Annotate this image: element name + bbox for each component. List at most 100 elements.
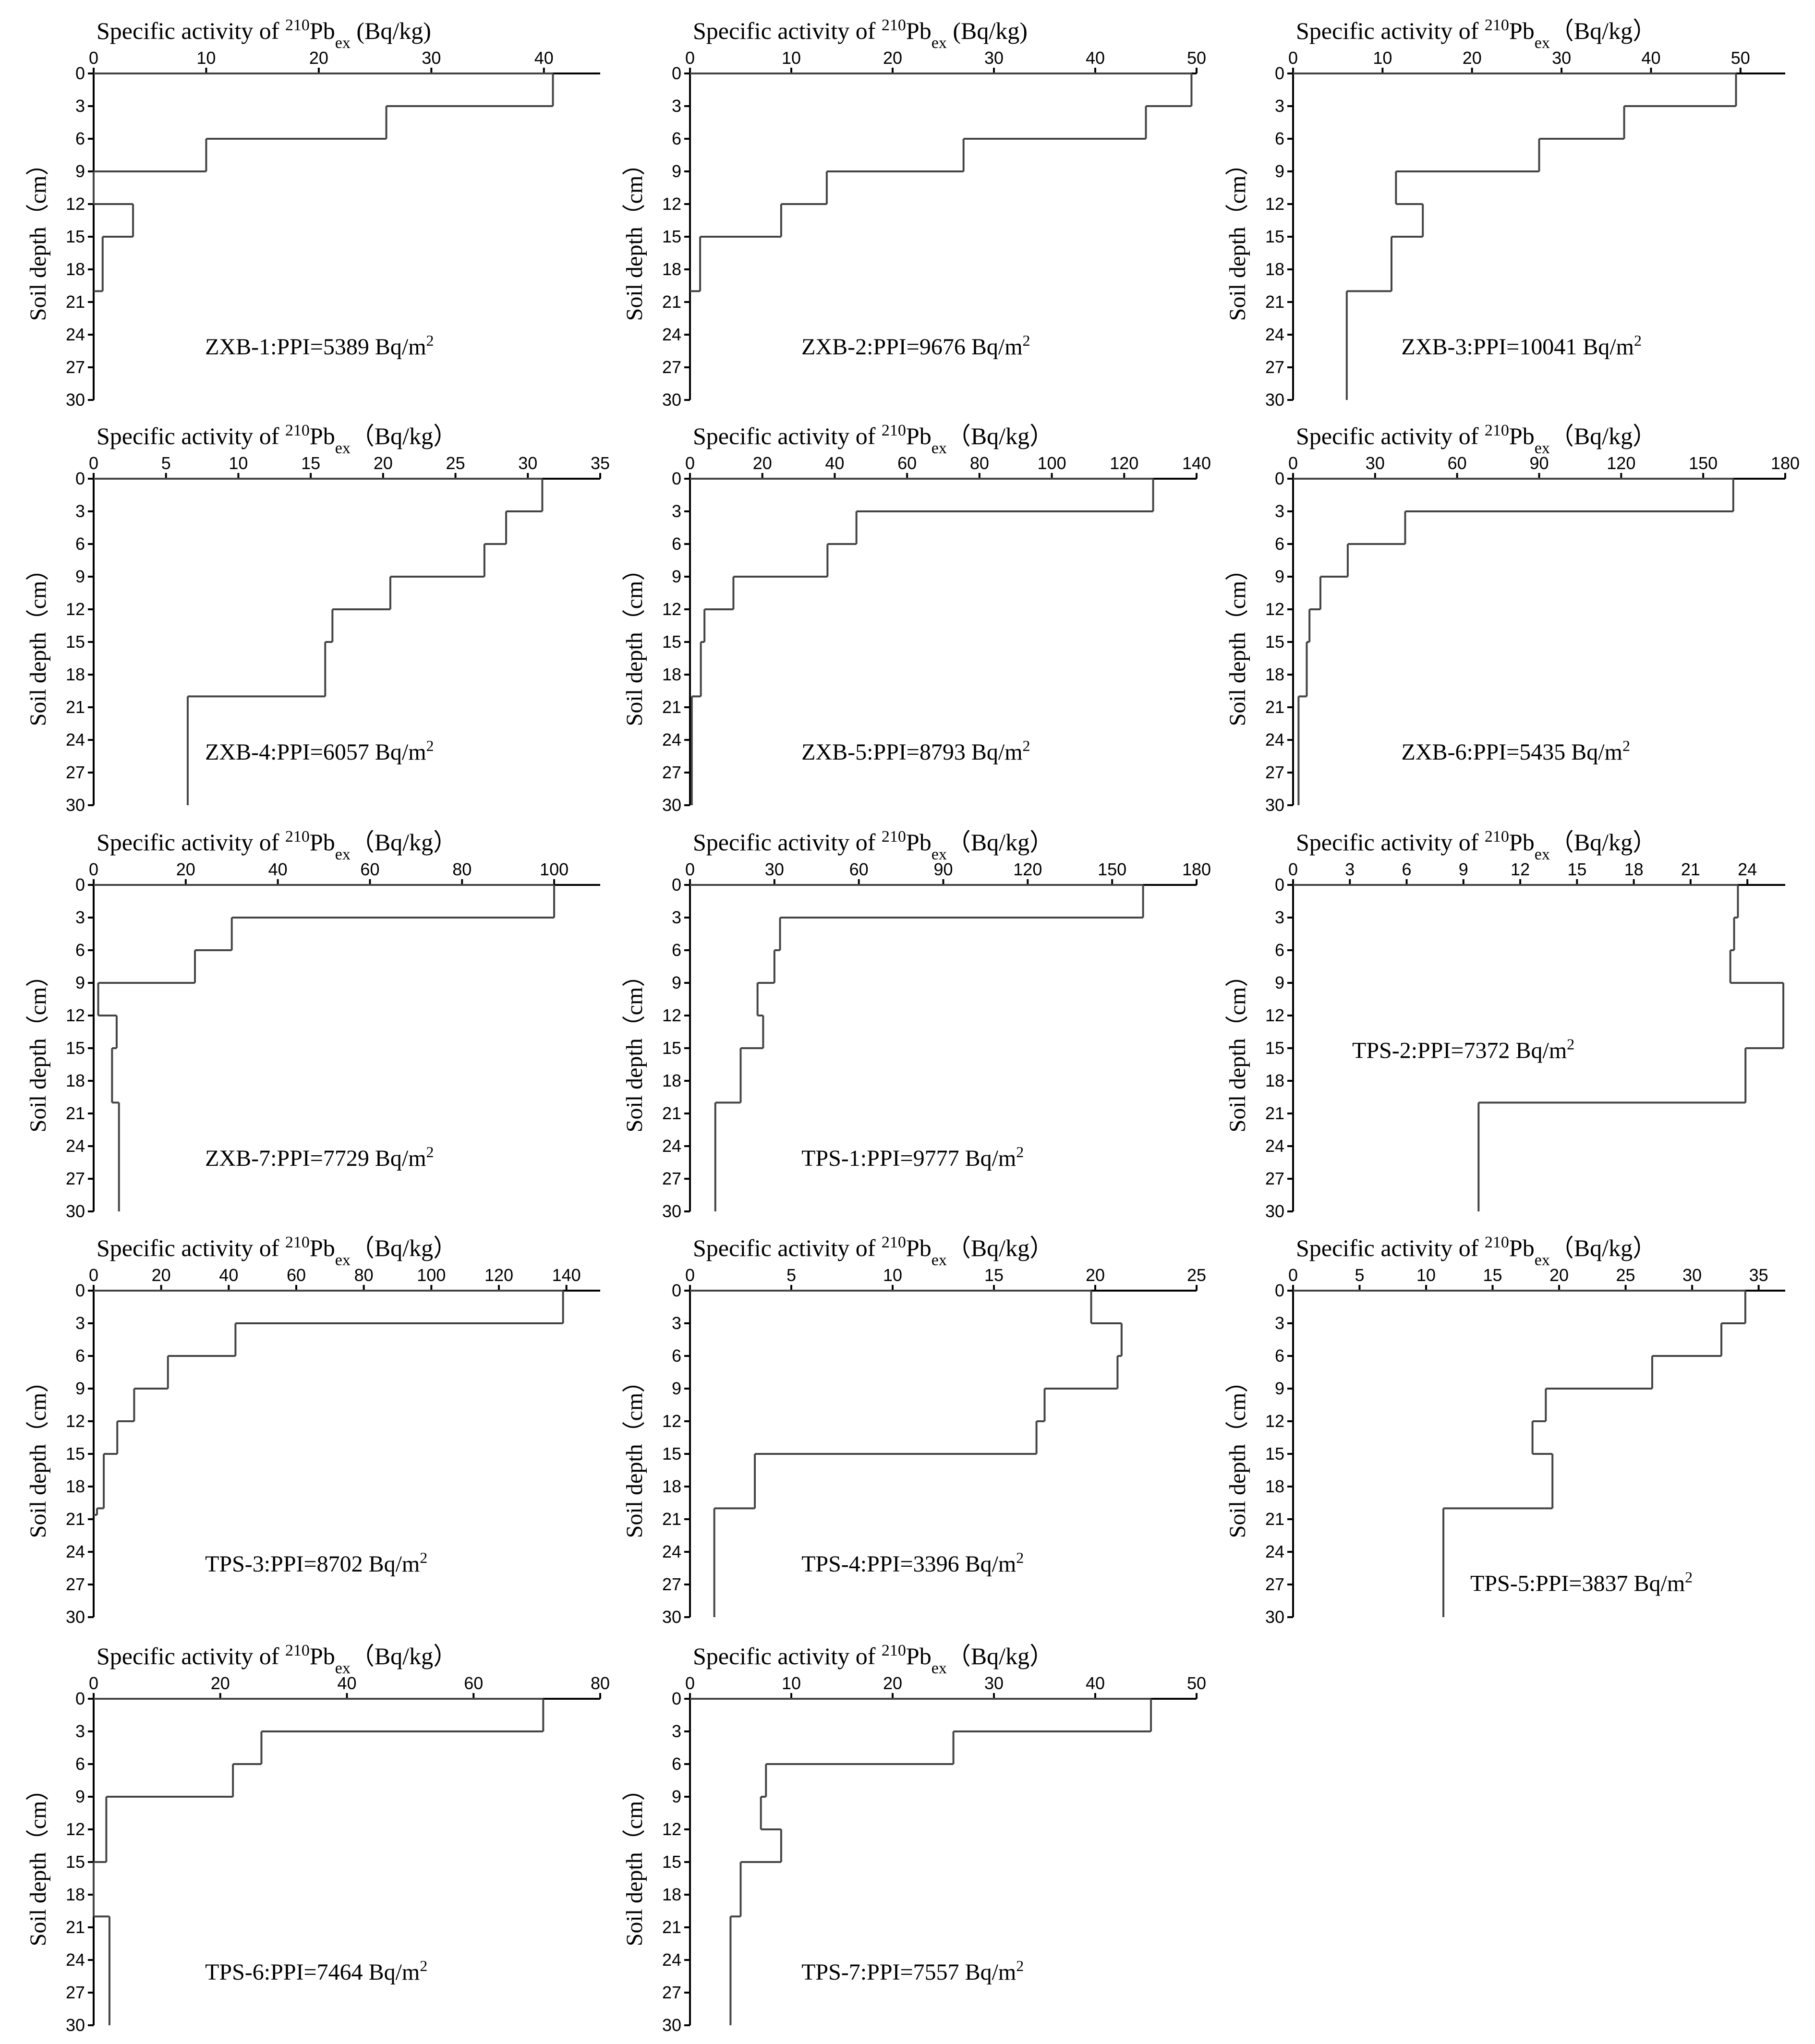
- y-tick-label: 18: [1265, 665, 1284, 684]
- y-tick-label: 15: [1265, 1444, 1284, 1463]
- y-tick-label: 3: [1275, 907, 1284, 927]
- y-axis-label: Soil depth（cm）: [25, 1370, 51, 1538]
- x-tick-label: 40: [337, 1673, 356, 1693]
- x-tick-label: 120: [1607, 453, 1635, 473]
- y-tick-label: 0: [75, 1281, 85, 1300]
- x-tick-label: 40: [219, 1265, 238, 1285]
- x-tick-label: 100: [1038, 453, 1066, 473]
- ppi-annotation: ZXB-3:PPI=10041 Bq/m2: [1402, 332, 1642, 360]
- x-tick-label: 120: [1013, 859, 1042, 879]
- y-tick-label: 30: [662, 2015, 681, 2035]
- x-tick-label: 10: [782, 48, 801, 68]
- x-tick-label: 40: [534, 48, 554, 68]
- x-tick-label: 24: [1738, 859, 1757, 879]
- y-tick-label: 27: [66, 1983, 85, 2002]
- y-tick-label: 9: [75, 161, 85, 181]
- x-tick-label: 10: [1373, 48, 1392, 68]
- y-tick-label: 21: [66, 1509, 85, 1529]
- x-tick-label: 40: [1641, 48, 1660, 68]
- x-tick-label: 10: [1416, 1265, 1436, 1285]
- y-tick-label: 6: [1275, 1346, 1284, 1366]
- y-tick-label: 21: [662, 292, 681, 312]
- y-tick-label: 9: [1275, 1379, 1284, 1398]
- x-tick-label: 15: [984, 1265, 1004, 1285]
- y-tick-label: 27: [1265, 357, 1284, 377]
- y-tick-label: 6: [75, 534, 85, 554]
- x-tick-label: 60: [464, 1673, 483, 1693]
- y-tick-label: 12: [66, 1005, 85, 1025]
- chart-title: Specific activity of 210Pbex（Bq/kg）: [693, 828, 1053, 863]
- x-tick-label: 3: [1345, 859, 1355, 879]
- y-tick-label: 12: [662, 194, 681, 214]
- y-tick-label: 24: [1265, 730, 1284, 750]
- x-tick-label: 25: [1187, 1265, 1206, 1285]
- x-tick-label: 100: [540, 859, 569, 879]
- chart-title: Specific activity of 210Pbex（Bq/kg）: [97, 1642, 457, 1677]
- y-tick-label: 15: [66, 1038, 85, 1058]
- y-tick-label: 18: [662, 1476, 681, 1496]
- y-tick-label: 30: [66, 1201, 85, 1221]
- ppi-annotation: ZXB-7:PPI=7729 Bq/m2: [205, 1143, 434, 1171]
- y-tick-label: 6: [672, 940, 681, 960]
- y-tick-label: 0: [1275, 63, 1284, 83]
- x-tick-label: 0: [685, 1265, 695, 1285]
- y-tick-label: 15: [662, 227, 681, 246]
- y-tick-label: 18: [662, 1071, 681, 1090]
- ppi-annotation: ZXB-2:PPI=9676 Bq/m2: [801, 332, 1030, 360]
- y-tick-label: 15: [1265, 632, 1284, 652]
- x-tick-label: 140: [552, 1265, 581, 1285]
- y-tick-label: 0: [672, 469, 681, 488]
- y-axis-label: Soil depth（cm）: [622, 1370, 647, 1538]
- x-tick-label: 10: [229, 453, 248, 473]
- chart-title: Specific activity of 210Pbex（Bq/kg）: [1296, 16, 1657, 52]
- chart-title: Specific activity of 210Pbex（Bq/kg）: [693, 422, 1053, 457]
- x-tick-label: 15: [301, 453, 320, 473]
- x-tick-label: 25: [1616, 1265, 1635, 1285]
- x-tick-label: 0: [1288, 453, 1298, 473]
- x-tick-label: 10: [782, 1673, 801, 1693]
- x-tick-label: 20: [152, 1265, 171, 1285]
- y-tick-label: 15: [1265, 1038, 1284, 1058]
- ppi-annotation: ZXB-4:PPI=6057 Bq/m2: [205, 737, 434, 765]
- x-tick-label: 120: [484, 1265, 513, 1285]
- y-tick-label: 21: [66, 1917, 85, 1937]
- x-tick-label: 15: [1567, 859, 1586, 879]
- x-tick-label: 80: [591, 1673, 610, 1693]
- y-tick-label: 30: [66, 390, 85, 410]
- y-tick-label: 6: [1275, 940, 1284, 960]
- y-tick-label: 21: [662, 697, 681, 717]
- y-tick-label: 30: [66, 1607, 85, 1627]
- y-tick-label: 24: [1265, 325, 1284, 344]
- y-tick-label: 24: [662, 1542, 681, 1561]
- y-tick-label: 12: [66, 1411, 85, 1431]
- x-tick-label: 120: [1110, 453, 1138, 473]
- y-tick-label: 9: [75, 567, 85, 586]
- y-tick-label: 21: [66, 697, 85, 717]
- y-tick-label: 21: [662, 1103, 681, 1123]
- y-tick-label: 3: [75, 1721, 85, 1741]
- y-tick-label: 6: [672, 1346, 681, 1366]
- y-tick-label: 30: [662, 390, 681, 410]
- y-tick-label: 30: [66, 2015, 85, 2035]
- x-tick-label: 0: [89, 1265, 98, 1285]
- y-tick-label: 18: [66, 1885, 85, 1904]
- y-tick-label: 12: [66, 1819, 85, 1839]
- y-tick-label: 3: [75, 907, 85, 927]
- y-tick-label: 3: [1275, 96, 1284, 116]
- x-tick-label: 35: [1749, 1265, 1768, 1285]
- y-tick-label: 18: [66, 1476, 85, 1496]
- y-tick-label: 3: [672, 1313, 681, 1333]
- y-tick-label: 27: [66, 762, 85, 782]
- y-tick-label: 21: [662, 1509, 681, 1529]
- y-tick-label: 18: [66, 665, 85, 684]
- ppi-annotation: ZXB-5:PPI=8793 Bq/m2: [801, 737, 1030, 765]
- y-tick-label: 0: [1275, 1281, 1284, 1300]
- y-axis-label: Soil depth（cm）: [622, 1778, 647, 1947]
- y-axis-label: Soil depth（cm）: [1225, 558, 1250, 726]
- y-tick-label: 9: [672, 973, 681, 992]
